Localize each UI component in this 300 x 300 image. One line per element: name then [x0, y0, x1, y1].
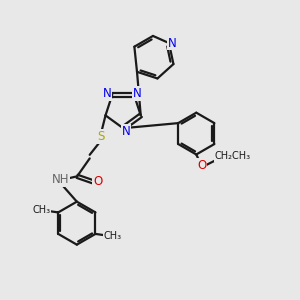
Text: CH₃: CH₃: [32, 205, 51, 215]
Text: N: N: [103, 87, 111, 100]
Text: NH: NH: [51, 173, 69, 186]
Text: N: N: [133, 87, 142, 100]
Text: CH₂CH₃: CH₂CH₃: [214, 151, 250, 161]
Text: O: O: [93, 175, 103, 188]
Text: N: N: [168, 37, 177, 50]
Text: S: S: [98, 130, 105, 143]
Text: CH₃: CH₃: [103, 231, 122, 241]
Text: O: O: [197, 159, 206, 172]
Text: N: N: [122, 125, 130, 138]
